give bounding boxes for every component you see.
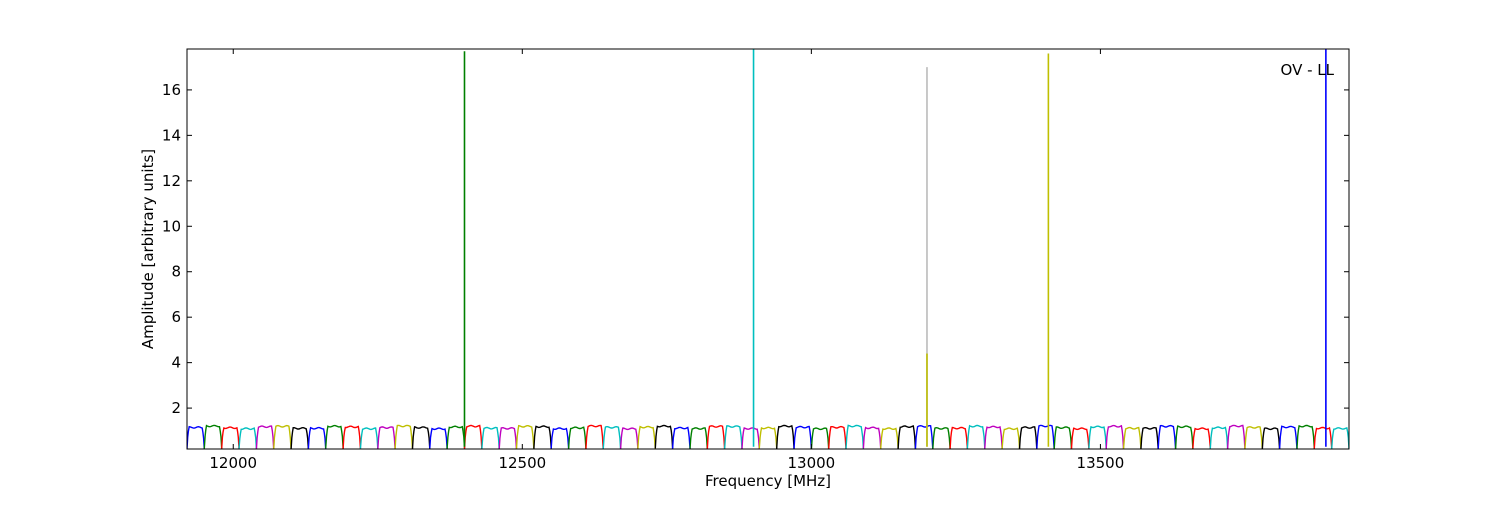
subband-line	[1296, 424, 1315, 449]
subband-line	[585, 424, 604, 449]
subband-line	[359, 427, 379, 449]
subband-line	[793, 425, 813, 449]
subband-line	[1070, 427, 1090, 449]
x-tick-label: 13500	[1077, 454, 1125, 472]
y-axis-label: Amplitude [arbitrary units]	[139, 149, 157, 349]
subband-line	[1018, 426, 1038, 449]
subband-line	[273, 424, 292, 449]
x-tick-label: 12000	[209, 454, 257, 472]
y-tick-label: 12	[162, 172, 181, 190]
subband-line	[949, 426, 969, 449]
y-tick-label: 6	[171, 308, 181, 326]
y-tick-label: 4	[171, 354, 181, 372]
subband-line	[1157, 424, 1177, 449]
subband-line	[1244, 426, 1263, 449]
x-tick-label: 13000	[787, 454, 835, 472]
subband-line	[637, 425, 656, 449]
subband-line	[932, 426, 951, 449]
subband-line	[498, 426, 518, 449]
y-tick-label: 8	[171, 263, 181, 281]
subband-line	[203, 424, 223, 449]
y-tick-label: 14	[162, 126, 181, 144]
subband-line	[1313, 426, 1333, 449]
subband-line	[914, 424, 934, 449]
subband-line	[1278, 425, 1298, 449]
subband-line	[758, 426, 778, 449]
subband-line	[706, 425, 726, 449]
subband-line	[1192, 427, 1211, 449]
subband-line	[533, 425, 552, 449]
subband-line	[290, 427, 310, 449]
subband-line	[845, 424, 865, 449]
subband-line	[1053, 426, 1073, 449]
subband-line	[1122, 426, 1142, 449]
subband-line	[741, 427, 760, 449]
subband-line	[619, 427, 639, 449]
subband-line	[880, 427, 899, 449]
subband-line	[429, 427, 448, 449]
subband-line	[1209, 426, 1229, 449]
subband-line	[984, 425, 1003, 449]
subband-line	[1174, 425, 1194, 449]
subband-line	[325, 424, 344, 449]
x-axis-label: Frequency [MHz]	[705, 472, 831, 490]
y-tick-label: 10	[162, 217, 181, 235]
subband-line	[1088, 425, 1107, 449]
y-axis-ticks: 2 4 6 8 10 12 14 16	[162, 81, 1349, 417]
x-tick-label: 12500	[498, 454, 546, 472]
subband-line	[723, 425, 743, 449]
subband-line	[654, 424, 674, 449]
subband-line	[1140, 427, 1159, 449]
subband-line	[377, 426, 396, 449]
subband-line	[1036, 424, 1055, 449]
subband-line	[1331, 427, 1349, 449]
subband-line	[1226, 424, 1246, 449]
subband-line	[966, 424, 986, 449]
subband-line	[342, 425, 362, 449]
subband-line	[515, 424, 535, 449]
series-group	[187, 424, 1349, 449]
subband-line	[828, 425, 847, 449]
subband-line	[862, 426, 882, 449]
subband-line	[602, 425, 622, 449]
subband-line	[238, 427, 258, 449]
subband-line	[255, 425, 275, 449]
subband-line	[446, 425, 466, 449]
subband-line	[1001, 427, 1021, 449]
subband-line	[481, 426, 500, 449]
subband-line	[567, 426, 587, 449]
subband-line	[550, 427, 570, 449]
subband-line	[187, 425, 205, 449]
subband-line	[689, 427, 708, 449]
plot-area-frame	[186, 48, 1350, 450]
subband-line	[897, 425, 917, 449]
subband-line	[221, 426, 240, 449]
subband-line	[1105, 424, 1125, 449]
subband-line	[463, 424, 483, 449]
x-axis-ticks: 12000 12500 13000 13500	[209, 49, 1124, 472]
spikes-group	[463, 49, 1327, 447]
y-tick-label: 2	[171, 399, 181, 417]
subband-line	[776, 424, 795, 449]
subband-line	[1261, 427, 1281, 449]
subband-line	[394, 424, 414, 449]
subband-line	[411, 426, 431, 449]
y-tick-label: 16	[162, 81, 181, 99]
subband-line	[307, 426, 327, 449]
panel-annotation: OV - LL	[1281, 61, 1335, 79]
subband-line	[671, 426, 691, 449]
subband-line	[810, 427, 830, 449]
